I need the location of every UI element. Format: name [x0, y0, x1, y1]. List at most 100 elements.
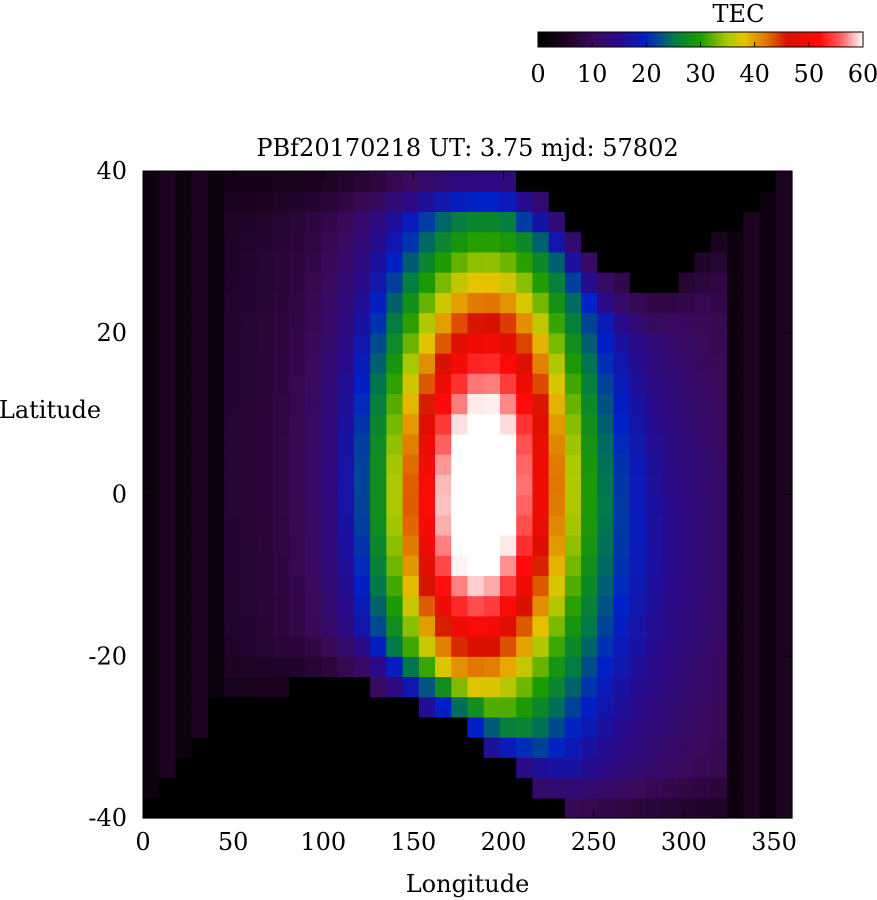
heatmap-cell — [499, 332, 517, 354]
heatmap-cell — [207, 413, 225, 435]
heatmap-cell — [532, 534, 550, 556]
heatmap-cell — [775, 494, 793, 516]
heatmap-cell — [159, 171, 177, 192]
heatmap-cell — [207, 534, 225, 556]
heatmap-cell — [175, 676, 193, 698]
heatmap-cell — [207, 191, 225, 213]
heatmap-cell — [727, 696, 744, 718]
heatmap-cell — [678, 757, 696, 779]
heatmap-cell — [662, 352, 680, 374]
heatmap-cell — [321, 514, 339, 536]
heatmap-cell — [386, 332, 404, 354]
heatmap-cell — [597, 676, 615, 698]
heatmap-cell — [353, 636, 371, 657]
heatmap-cell — [224, 454, 241, 475]
heatmap-cell — [435, 534, 452, 556]
heatmap-cell — [418, 272, 436, 293]
colorbar-cell — [590, 32, 594, 47]
colorbar-cell — [638, 32, 641, 47]
heatmap-cell — [191, 676, 209, 698]
heatmap-cell — [727, 656, 744, 678]
heatmap-cell — [321, 676, 339, 698]
heatmap-cell — [532, 373, 550, 395]
heatmap-cell — [532, 777, 550, 799]
heatmap-cell — [629, 312, 647, 334]
heatmap-cell — [678, 696, 696, 718]
colorbar-cell — [553, 32, 556, 47]
heatmap-cell — [337, 656, 355, 678]
heatmap-cell — [564, 575, 582, 597]
heatmap-cell — [532, 272, 550, 293]
heatmap-cell — [516, 676, 533, 698]
heatmap-cell — [175, 393, 193, 415]
heatmap-cell — [581, 352, 598, 374]
heatmap-cell — [548, 352, 566, 374]
heatmap-cell — [597, 696, 615, 718]
heatmap-cell — [499, 555, 517, 576]
heatmap-cell — [143, 656, 160, 678]
heatmap-cell — [143, 757, 160, 779]
heatmap-cell — [159, 636, 177, 657]
heatmap-cell — [191, 716, 209, 738]
heatmap-cell — [516, 797, 533, 819]
heatmap-cell — [548, 777, 566, 799]
colorbar-cell — [743, 32, 746, 47]
heatmap-cell — [483, 514, 501, 536]
heatmap-cell — [143, 312, 160, 334]
heatmap-cell — [207, 555, 225, 576]
heatmap-cell — [224, 595, 241, 617]
heatmap-cell — [159, 231, 177, 253]
heatmap-cell — [451, 231, 469, 253]
colorbar-cell — [740, 32, 744, 47]
heatmap-cell — [662, 332, 680, 354]
heatmap-cell — [418, 413, 436, 435]
heatmap-cell — [435, 454, 452, 475]
heatmap-cell — [581, 494, 598, 516]
colorbar-cell — [560, 32, 564, 47]
heatmap-cell — [191, 514, 209, 536]
heatmap-cell — [305, 312, 323, 334]
heatmap-cell — [240, 595, 258, 617]
heatmap-cell — [710, 413, 728, 435]
heatmap-cell — [662, 656, 680, 678]
heatmap-cell — [451, 737, 469, 758]
colorbar-cell — [540, 32, 544, 47]
colorbar-cell — [860, 32, 864, 47]
colorbar-cell — [808, 32, 811, 47]
colorbar-cell — [578, 32, 581, 47]
heatmap-cell — [499, 514, 517, 536]
heatmap-cell — [710, 737, 728, 758]
colorbar-cell — [563, 32, 566, 47]
heatmap-cell — [353, 474, 371, 496]
colorbar-cell — [598, 32, 601, 47]
colorbar-cell — [668, 32, 671, 47]
heatmap-cell — [256, 433, 274, 455]
heatmap-cell — [289, 211, 306, 233]
heatmap-cell — [499, 595, 517, 617]
heatmap-cell — [256, 696, 274, 718]
heatmap-cell — [564, 757, 582, 779]
heatmap-cell — [370, 171, 387, 192]
heatmap-cell — [597, 272, 615, 293]
heatmap-cell — [516, 716, 533, 738]
colorbar-tick-label: 0 — [530, 60, 545, 88]
heatmap-cell — [483, 777, 501, 799]
heatmap-cell — [710, 211, 728, 233]
heatmap-cell — [207, 656, 225, 678]
heatmap-cell — [548, 534, 566, 556]
heatmap-cell — [532, 231, 550, 253]
heatmap-cell — [256, 171, 274, 192]
heatmap-cell — [467, 797, 485, 819]
heatmap-cell — [727, 373, 744, 395]
heatmap-cell — [629, 292, 647, 314]
heatmap-cell — [159, 575, 177, 597]
heatmap-cell — [191, 615, 209, 637]
heatmap-cell — [321, 737, 339, 758]
heatmap-cell — [548, 171, 566, 192]
heatmap-cell — [678, 555, 696, 576]
heatmap-cell — [645, 797, 663, 819]
heatmap-cell — [451, 777, 469, 799]
colorbar-cell — [858, 32, 861, 47]
heatmap-cell — [289, 555, 306, 576]
heatmap-cell — [256, 454, 274, 475]
